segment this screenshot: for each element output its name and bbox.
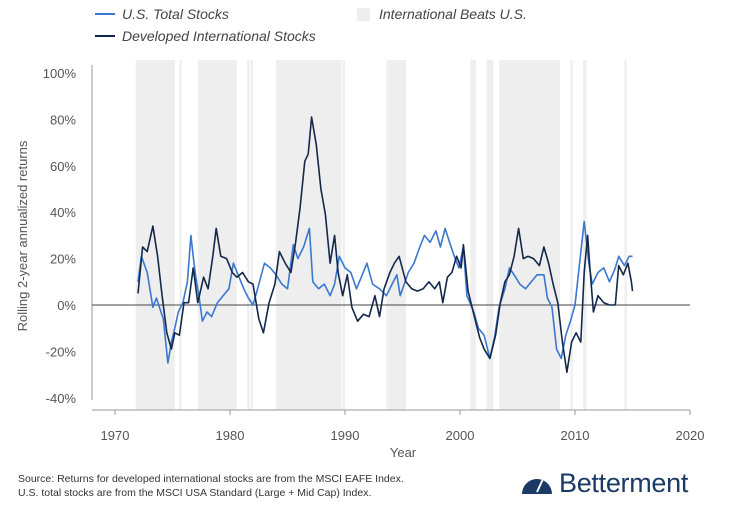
shaded-region	[276, 60, 342, 410]
x-tick-label: 1980	[216, 428, 245, 443]
y-ticks: 100% 80% 60% 40% 20% 0% -20% -40%	[43, 66, 77, 406]
y-tick-label: -20%	[46, 344, 77, 359]
gauge-icon	[522, 478, 552, 494]
shaded-regions	[135, 60, 627, 410]
legend-label-intl: Developed International Stocks	[122, 28, 316, 44]
shaded-region	[250, 60, 253, 410]
y-tick-label: 80%	[50, 112, 76, 127]
legend: U.S. Total Stocks Developed Internationa…	[95, 6, 527, 44]
source-line-1: Source: Returns for developed internatio…	[18, 473, 404, 485]
shaded-region	[486, 60, 494, 410]
series-lines	[137, 116, 634, 374]
shaded-region	[247, 60, 250, 410]
y-tick-label: -40%	[46, 391, 77, 406]
shaded-region	[624, 60, 627, 410]
y-axis-label: Rolling 2-year annualized returns	[15, 140, 30, 331]
legend-label-shade: International Beats U.S.	[379, 6, 527, 22]
x-tick-label: 2020	[676, 428, 705, 443]
y-tick-label: 60%	[50, 159, 76, 174]
shaded-region	[386, 60, 389, 410]
x-tick-label: 2000	[446, 428, 475, 443]
legend-label-us: U.S. Total Stocks	[122, 6, 229, 22]
x-tick-label: 1990	[331, 428, 360, 443]
y-tick-label: 0%	[57, 298, 76, 313]
source-line-2: U.S. total stocks are from the MSCI USA …	[18, 487, 372, 499]
shaded-region	[470, 60, 477, 410]
betterment-logo: Betterment	[521, 468, 688, 499]
shaded-region	[388, 60, 406, 410]
y-tick-label: 20%	[50, 252, 76, 267]
shaded-region	[179, 60, 182, 410]
developed-international-line	[137, 116, 634, 374]
y-tick-label: 40%	[50, 205, 76, 220]
x-axis-label: Year	[390, 445, 417, 460]
shaded-region	[583, 60, 587, 410]
shaded-region	[342, 60, 345, 410]
legend-swatch-shade	[357, 8, 370, 21]
shaded-region	[135, 60, 175, 410]
x-tick-label: 2010	[561, 428, 590, 443]
x-ticks: 1970 1980 1990 2000 2010 2020	[101, 410, 705, 443]
shaded-region	[499, 60, 561, 410]
y-tick-label: 100%	[43, 66, 77, 81]
brand-name: Betterment	[559, 468, 689, 498]
x-tick-label: 1970	[101, 428, 130, 443]
shaded-region	[570, 60, 573, 410]
